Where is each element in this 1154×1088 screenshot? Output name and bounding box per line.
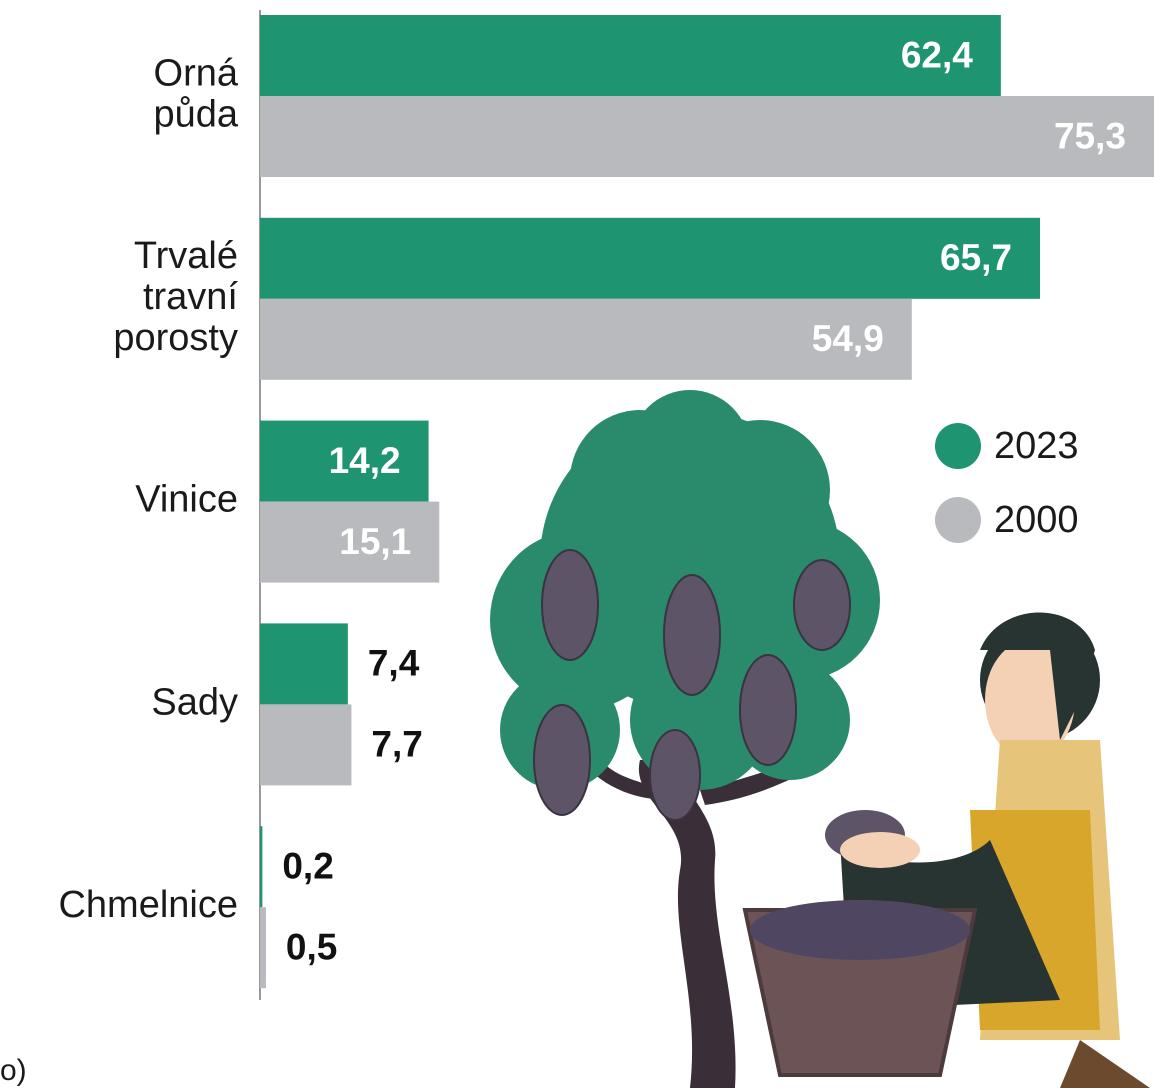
category-label: Sady xyxy=(151,681,238,723)
value-label: 75,3 xyxy=(1054,115,1126,156)
legend-label: 2000 xyxy=(994,499,1079,541)
bar xyxy=(260,907,266,989)
value-label: 54,9 xyxy=(812,318,884,359)
bar xyxy=(260,501,440,583)
bar xyxy=(260,623,348,705)
category-label: Chmelnice xyxy=(58,884,238,926)
value-label: 0,2 xyxy=(282,845,333,886)
bar xyxy=(260,96,1154,177)
value-label: 7,7 xyxy=(371,724,422,765)
value-label: 65,7 xyxy=(940,237,1012,278)
bar xyxy=(260,15,1001,96)
legend-swatch xyxy=(935,423,981,469)
value-label: 0,5 xyxy=(286,926,337,967)
note: o) xyxy=(0,1054,27,1087)
value-label: 14,2 xyxy=(329,440,401,481)
bar xyxy=(260,217,1041,299)
legend-swatch xyxy=(935,497,981,543)
legend-label: 2023 xyxy=(994,425,1079,467)
bar xyxy=(260,826,263,908)
category-label: Trvalé travní porosty xyxy=(113,235,238,359)
value-label: 62,4 xyxy=(901,34,973,75)
category-label: Orná půda xyxy=(153,53,238,136)
value-label: 15,1 xyxy=(339,521,411,562)
value-label: 7,4 xyxy=(368,643,420,684)
bar xyxy=(260,704,352,786)
bar xyxy=(260,298,912,380)
bar xyxy=(260,420,429,502)
category-label: Vinice xyxy=(135,479,238,521)
illustration xyxy=(490,390,1150,1088)
